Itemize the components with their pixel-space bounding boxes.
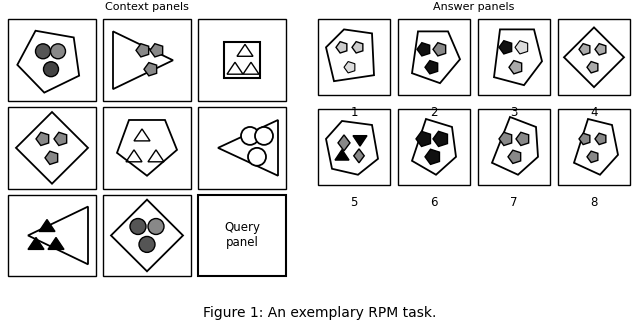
Text: 1: 1: [350, 106, 358, 119]
Bar: [558, 19, 630, 95]
Circle shape: [51, 44, 65, 59]
Circle shape: [44, 62, 58, 77]
Polygon shape: [150, 44, 163, 57]
Polygon shape: [338, 135, 350, 151]
Polygon shape: [425, 149, 440, 164]
Polygon shape: [144, 62, 157, 76]
Polygon shape: [354, 149, 364, 163]
Polygon shape: [352, 42, 363, 53]
Bar: [398, 109, 470, 185]
Polygon shape: [28, 238, 44, 249]
Circle shape: [130, 218, 146, 235]
Polygon shape: [509, 60, 522, 74]
Polygon shape: [433, 43, 445, 56]
Polygon shape: [425, 60, 438, 74]
Bar: [398, 19, 470, 95]
Bar: [318, 109, 390, 185]
Bar: [8, 195, 96, 276]
Polygon shape: [515, 41, 527, 54]
Bar: [198, 19, 286, 101]
Polygon shape: [499, 132, 511, 145]
Bar: [558, 109, 630, 185]
Polygon shape: [335, 150, 349, 160]
Bar: [8, 19, 96, 101]
Circle shape: [148, 218, 164, 235]
Bar: [478, 19, 550, 95]
Circle shape: [255, 127, 273, 145]
Circle shape: [241, 127, 259, 145]
Circle shape: [139, 237, 155, 252]
Bar: [198, 195, 286, 276]
Text: Query
panel: Query panel: [224, 221, 260, 249]
Polygon shape: [595, 44, 606, 55]
Polygon shape: [579, 44, 590, 55]
Polygon shape: [45, 151, 58, 164]
Text: 4: 4: [590, 106, 598, 119]
Text: 2: 2: [430, 106, 438, 119]
Polygon shape: [516, 132, 529, 145]
Text: Answer panels: Answer panels: [433, 2, 515, 12]
Polygon shape: [587, 61, 598, 73]
Bar: [103, 19, 191, 101]
Polygon shape: [136, 44, 148, 57]
Polygon shape: [36, 132, 49, 145]
Bar: [318, 19, 390, 95]
Bar: [103, 107, 191, 189]
Polygon shape: [416, 131, 431, 146]
Polygon shape: [336, 42, 347, 53]
Polygon shape: [39, 219, 55, 232]
Polygon shape: [54, 132, 67, 145]
Polygon shape: [48, 238, 64, 249]
Polygon shape: [353, 136, 367, 146]
Circle shape: [35, 44, 51, 59]
Text: 5: 5: [350, 196, 358, 209]
Circle shape: [248, 148, 266, 166]
Bar: [478, 109, 550, 185]
Polygon shape: [499, 41, 511, 54]
Bar: [198, 107, 286, 189]
Text: 7: 7: [510, 196, 518, 209]
Polygon shape: [508, 150, 521, 163]
Text: 6: 6: [430, 196, 438, 209]
Text: 8: 8: [590, 196, 598, 209]
Text: 3: 3: [510, 106, 518, 119]
Polygon shape: [344, 61, 355, 73]
Bar: [103, 195, 191, 276]
Text: Figure 1: An exemplary RPM task.: Figure 1: An exemplary RPM task.: [204, 306, 436, 320]
Polygon shape: [433, 131, 447, 146]
Polygon shape: [595, 133, 606, 144]
Bar: [8, 107, 96, 189]
Text: Context panels: Context panels: [105, 2, 189, 12]
Polygon shape: [417, 43, 429, 56]
Polygon shape: [579, 133, 590, 144]
Polygon shape: [587, 151, 598, 163]
